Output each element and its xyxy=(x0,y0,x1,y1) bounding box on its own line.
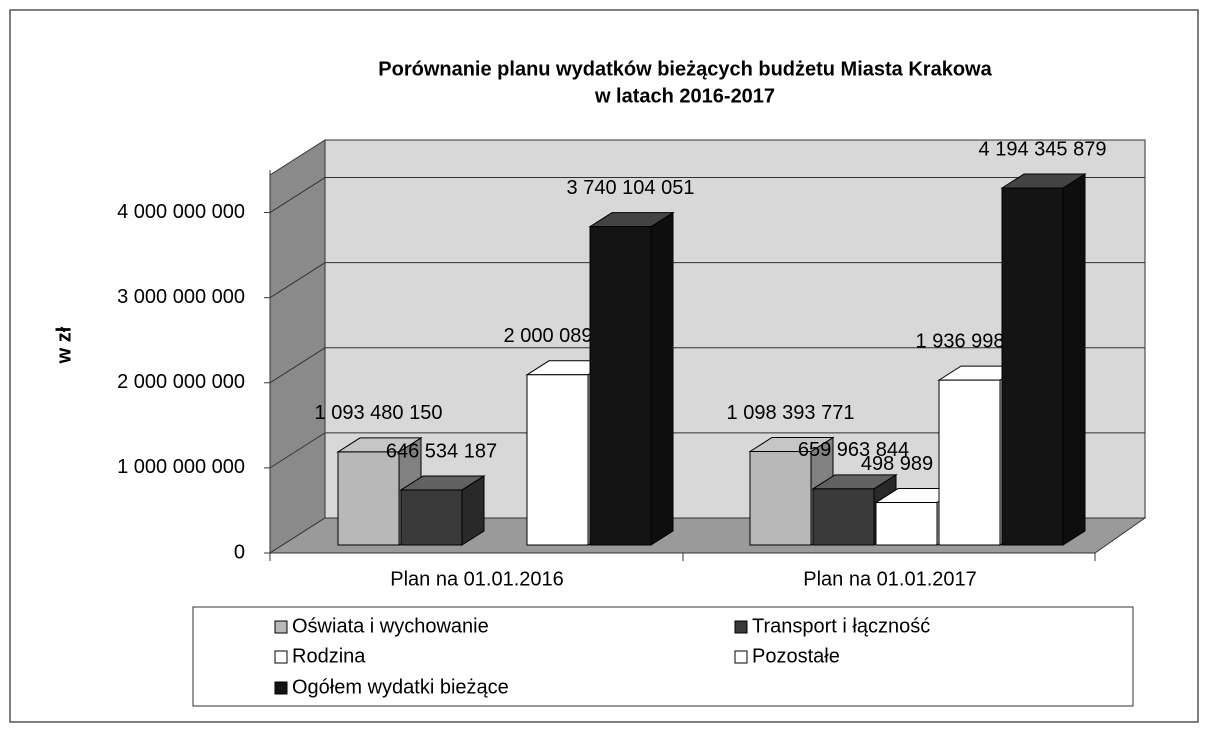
value-label: 659 963 844 xyxy=(798,439,909,461)
bar xyxy=(812,488,875,546)
legend-swatch xyxy=(274,650,288,664)
grid-line-side xyxy=(269,262,326,299)
legend-label: Ogółem wydatki bieżące xyxy=(292,676,509,698)
y-axis-label: w zł xyxy=(53,326,75,364)
bar xyxy=(749,451,812,546)
bar-side xyxy=(1062,173,1086,546)
x-tick-label: Plan na 01.01.2016 xyxy=(390,568,564,590)
legend-swatch xyxy=(734,620,748,634)
x-tick-label: Plan na 01.01.2017 xyxy=(803,568,977,590)
y-tick-label: 4 000 000 000 xyxy=(117,201,245,223)
value-label: 646 534 187 xyxy=(386,440,497,462)
legend-label: Transport i łączność xyxy=(752,615,930,637)
legend-swatch xyxy=(734,650,748,664)
value-label: 1 093 480 150 xyxy=(315,402,443,424)
grid-line-side xyxy=(269,432,326,469)
bar xyxy=(1001,187,1064,546)
legend-label: Oświata i wychowanie xyxy=(292,615,489,637)
value-label: 1 098 393 771 xyxy=(727,402,855,424)
legend-label: Pozostałe xyxy=(752,645,840,667)
y-tick-label: 2 000 000 000 xyxy=(117,371,245,393)
legend xyxy=(192,606,1134,707)
legend-label: Rodzina xyxy=(292,645,366,667)
bar xyxy=(589,226,652,546)
bar xyxy=(337,451,400,546)
bar-side xyxy=(650,211,674,546)
y-tick-label: 1 000 000 000 xyxy=(117,456,245,478)
value-label: 3 740 104 051 xyxy=(567,177,695,199)
grid-line-side xyxy=(269,177,326,213)
chart-title: Porównanie planu wydatków bieżących budż… xyxy=(378,58,992,80)
bar xyxy=(875,502,938,546)
chart-title: w latach 2016-2017 xyxy=(594,85,775,107)
bar xyxy=(938,379,1001,546)
bar xyxy=(526,374,589,546)
legend-swatch xyxy=(274,681,288,695)
grid-line-side xyxy=(269,347,326,384)
side-wall xyxy=(269,139,326,554)
bar xyxy=(400,489,463,546)
y-tick-label: 0 xyxy=(234,541,245,563)
y-tick-label: 3 000 000 000 xyxy=(117,286,245,308)
legend-swatch xyxy=(274,620,288,634)
value-label: 4 194 345 879 xyxy=(979,138,1107,160)
